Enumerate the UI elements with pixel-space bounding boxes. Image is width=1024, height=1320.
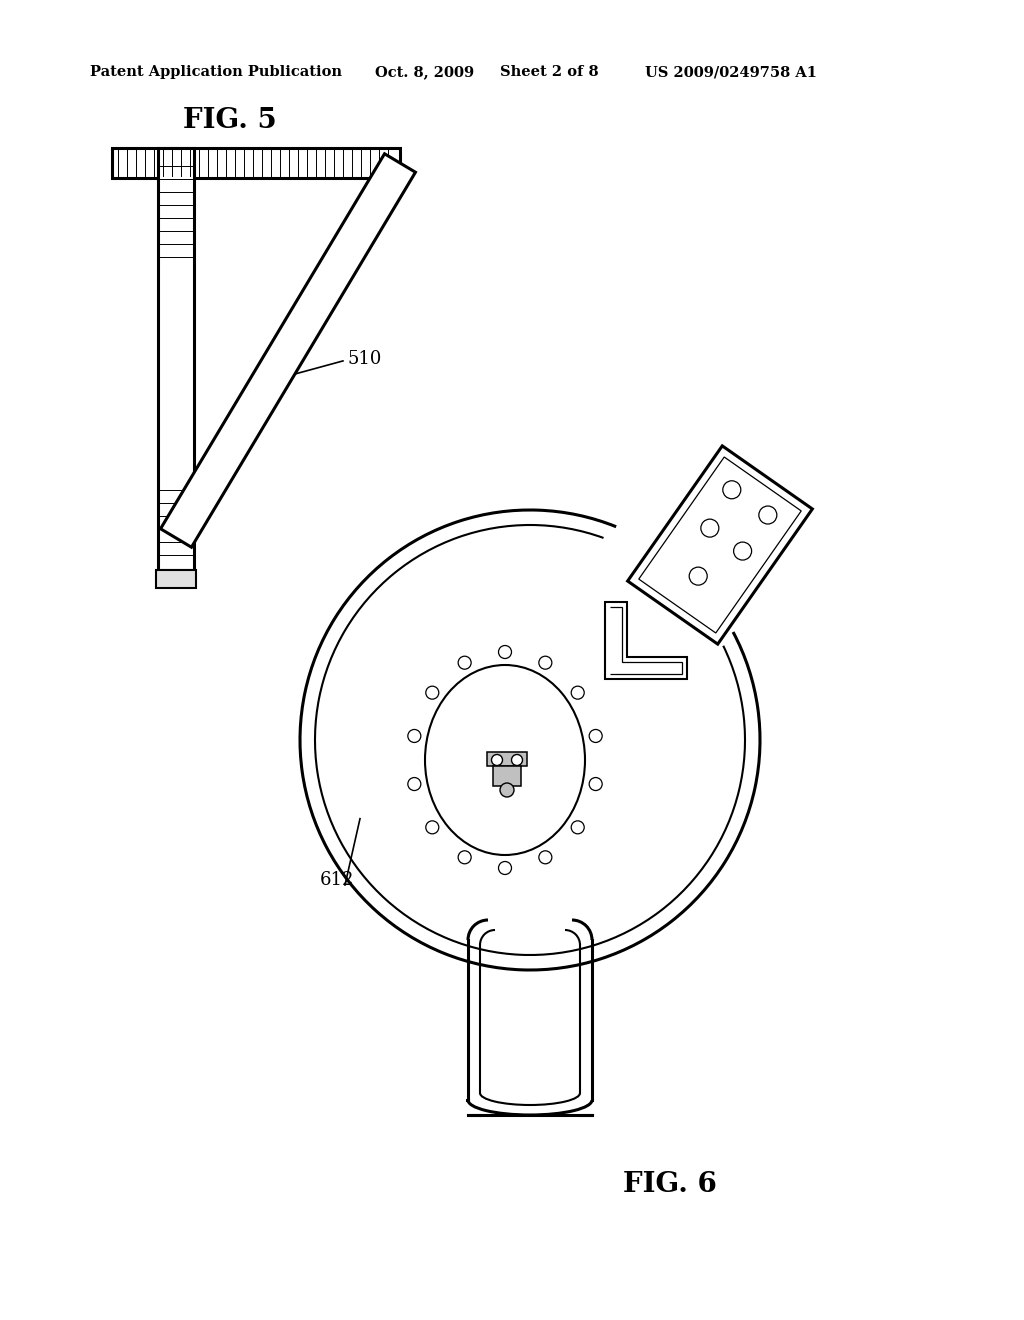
Text: FIG. 5: FIG. 5 — [183, 107, 276, 133]
Circle shape — [589, 777, 602, 791]
Circle shape — [539, 851, 552, 863]
Text: 612: 612 — [319, 871, 354, 888]
Circle shape — [759, 506, 777, 524]
Polygon shape — [112, 148, 400, 178]
Polygon shape — [158, 148, 194, 570]
Text: Oct. 8, 2009: Oct. 8, 2009 — [375, 65, 474, 79]
Circle shape — [700, 519, 719, 537]
Text: 510: 510 — [348, 350, 382, 368]
Text: Sheet 2 of 8: Sheet 2 of 8 — [500, 65, 599, 79]
Polygon shape — [628, 446, 812, 644]
Circle shape — [426, 686, 439, 700]
Circle shape — [571, 821, 585, 834]
Circle shape — [571, 686, 585, 700]
Circle shape — [408, 777, 421, 791]
Text: FIG. 6: FIG. 6 — [623, 1172, 717, 1199]
Text: Patent Application Publication: Patent Application Publication — [90, 65, 342, 79]
Circle shape — [408, 730, 421, 742]
Circle shape — [512, 755, 522, 766]
Circle shape — [499, 645, 512, 659]
Polygon shape — [161, 153, 416, 548]
Circle shape — [426, 821, 439, 834]
Circle shape — [733, 543, 752, 560]
Polygon shape — [487, 752, 527, 766]
Circle shape — [499, 862, 512, 874]
Circle shape — [458, 851, 471, 863]
Polygon shape — [493, 766, 521, 785]
Circle shape — [539, 656, 552, 669]
Circle shape — [723, 480, 740, 499]
Circle shape — [492, 755, 503, 766]
Text: US 2009/0249758 A1: US 2009/0249758 A1 — [645, 65, 817, 79]
Polygon shape — [605, 602, 687, 678]
Ellipse shape — [425, 665, 585, 855]
Circle shape — [500, 783, 514, 797]
Circle shape — [458, 656, 471, 669]
Circle shape — [689, 568, 708, 585]
Circle shape — [589, 730, 602, 742]
Polygon shape — [156, 570, 196, 587]
